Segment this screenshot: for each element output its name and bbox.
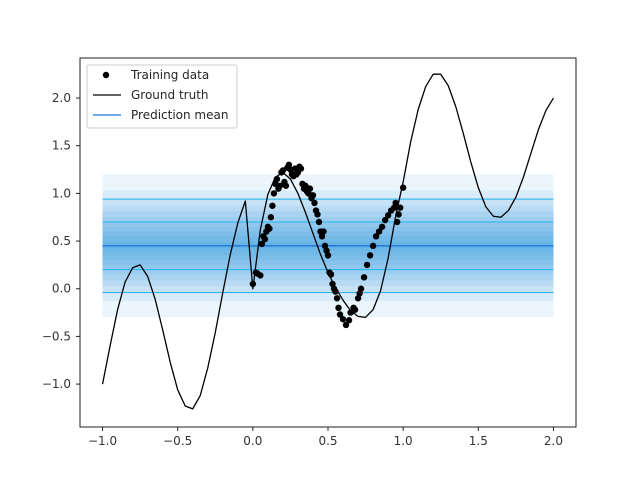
training-data-point xyxy=(320,228,327,235)
training-data-point xyxy=(375,228,383,235)
training-data-point xyxy=(399,184,407,191)
training-data-point xyxy=(257,272,264,279)
training-data-point xyxy=(315,218,323,226)
training-data-point xyxy=(249,280,257,288)
legend: Training data Ground truth Prediction me… xyxy=(86,64,238,129)
training-data-point xyxy=(306,185,314,192)
training-data-point xyxy=(269,202,276,209)
training-data-point xyxy=(276,182,284,189)
training-data-point xyxy=(345,317,353,324)
training-data-point xyxy=(395,211,402,218)
training-data-point xyxy=(372,233,380,240)
y-tick-label: 2.0 xyxy=(52,91,71,105)
training-data-point xyxy=(369,242,377,250)
training-data-point xyxy=(261,235,269,243)
training-data-point xyxy=(336,311,344,318)
training-data-point xyxy=(392,199,399,207)
x-axis-ticks: −1.0 −0.5 0.0 0.5 1.0 1.5 2.0 xyxy=(88,427,563,448)
training-data-point xyxy=(324,252,332,259)
legend-marker-training xyxy=(102,71,110,79)
x-tick-label: 1.0 xyxy=(394,434,413,448)
y-tick-label: 1.0 xyxy=(52,186,71,200)
x-tick-label: 0.0 xyxy=(243,434,262,448)
training-data-point xyxy=(282,182,290,189)
training-data-point xyxy=(297,165,305,172)
training-data-point xyxy=(393,218,401,226)
training-data-point xyxy=(309,192,317,199)
y-tick-label: −1.0 xyxy=(42,377,71,391)
training-data-point xyxy=(381,216,389,224)
training-data-point xyxy=(332,288,339,295)
training-data-point xyxy=(357,285,365,292)
training-data-point xyxy=(266,225,273,232)
training-data-point xyxy=(327,271,335,278)
training-data-point xyxy=(267,214,275,221)
training-data-point xyxy=(258,240,266,248)
training-data-point xyxy=(342,321,350,329)
training-data-point xyxy=(351,306,359,313)
y-tick-label: 1.5 xyxy=(52,139,71,153)
x-tick-label: 2.0 xyxy=(544,434,563,448)
training-data-point xyxy=(335,304,342,312)
training-data-point xyxy=(378,223,386,230)
training-data-point xyxy=(311,199,318,207)
training-data-point xyxy=(333,295,341,302)
training-data-point xyxy=(363,261,371,269)
training-data-layer xyxy=(249,161,407,329)
x-tick-label: 0.5 xyxy=(318,434,337,448)
training-data-point xyxy=(366,252,374,259)
training-data-point xyxy=(396,204,404,211)
training-data-point xyxy=(273,175,281,183)
training-data-point xyxy=(314,211,321,218)
x-tick-label: −0.5 xyxy=(163,434,192,448)
training-data-point xyxy=(270,190,278,197)
x-tick-label: −1.0 xyxy=(88,434,117,448)
training-data-point xyxy=(384,212,392,219)
y-axis-ticks: −1.0 −0.5 0.0 0.5 1.0 1.5 2.0 xyxy=(42,91,80,391)
legend-box xyxy=(86,64,238,129)
x-tick-label: 1.5 xyxy=(469,434,488,448)
training-data-point xyxy=(360,274,368,281)
legend-label-prediction-mean: Prediction mean xyxy=(131,108,228,122)
y-tick-label: −0.5 xyxy=(42,329,71,343)
y-tick-label: 0.0 xyxy=(52,282,71,296)
legend-label-training: Training data xyxy=(130,68,209,82)
training-data-point xyxy=(339,316,347,323)
legend-label-ground-truth: Ground truth xyxy=(131,88,209,102)
y-tick-label: 0.5 xyxy=(52,234,71,248)
